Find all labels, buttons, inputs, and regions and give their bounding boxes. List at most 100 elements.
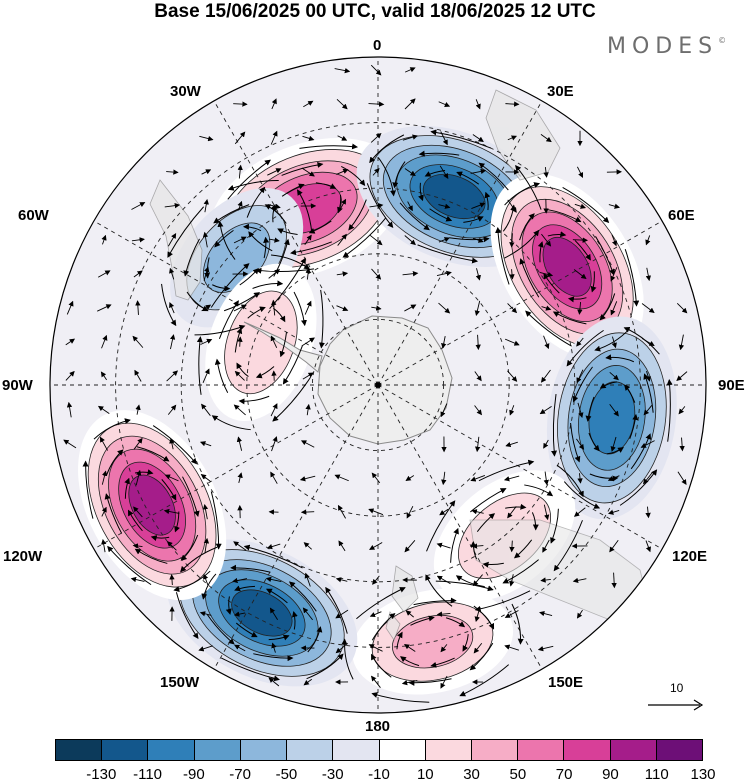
wind-arrow — [645, 370, 651, 382]
latitude-circle — [115, 122, 641, 648]
wind-arrow — [233, 236, 247, 244]
streamline — [531, 512, 539, 531]
streamline — [599, 381, 617, 389]
wind-arrow — [405, 610, 414, 618]
wind-arrow — [270, 335, 278, 348]
wind-arrow — [372, 167, 380, 176]
wind-arrow — [440, 675, 448, 689]
streamline — [396, 631, 403, 650]
streamline — [413, 597, 457, 606]
wind-arrow — [234, 370, 245, 381]
wind-arrow — [540, 577, 551, 583]
wind-arrow — [577, 473, 583, 484]
wind-arrow — [97, 405, 110, 415]
streamline — [104, 493, 123, 534]
wind-arrow — [539, 610, 553, 617]
streamline — [619, 469, 658, 506]
wind-arrow — [305, 403, 311, 416]
longitude-label-90e: 90E — [718, 377, 745, 394]
wind-arrow — [440, 131, 448, 146]
streamline — [556, 464, 584, 498]
wind-arrow — [236, 436, 243, 451]
wind-arrow — [471, 202, 486, 209]
streamline — [247, 306, 266, 319]
wind-arrow — [203, 198, 209, 213]
south-pole-marker — [375, 382, 381, 388]
wind-arrow — [507, 370, 518, 382]
streamline — [227, 159, 271, 200]
wind-arrow — [135, 300, 141, 315]
wind-arrow — [438, 101, 451, 107]
wind-arrow — [302, 135, 315, 141]
wind-arrow — [507, 303, 518, 314]
wind-arrow — [471, 509, 484, 515]
streamline — [265, 588, 288, 604]
wind-arrow — [509, 540, 515, 553]
streamline — [585, 396, 595, 422]
wind-arrow — [133, 437, 143, 450]
streamline — [291, 611, 298, 630]
modes-logo: MODES© — [607, 34, 726, 59]
streamline — [210, 263, 250, 308]
wind-arrow — [607, 509, 620, 515]
anomaly-contour — [422, 173, 486, 220]
wind-arrow — [470, 168, 487, 175]
south-america-landmass — [149, 179, 203, 301]
wind-arrow — [203, 266, 210, 281]
wind-arrow — [505, 441, 518, 448]
wind-arrow — [369, 203, 384, 209]
wind-arrow — [640, 440, 655, 448]
wind-arrow — [101, 334, 108, 349]
streamline — [341, 165, 366, 187]
wind-arrow — [268, 677, 280, 687]
wind-arrow — [299, 475, 316, 482]
streamline — [495, 226, 510, 285]
streamline — [161, 283, 177, 327]
wind-arrow — [474, 606, 481, 623]
antarctic-peninsula — [243, 321, 323, 373]
colorbar-tick-label: 110 — [644, 766, 669, 783]
streamline — [270, 254, 311, 270]
wind-arrow — [371, 268, 382, 280]
wind-arrow — [368, 508, 384, 516]
streamline — [392, 161, 406, 189]
streamline — [547, 231, 567, 238]
wind-arrow — [474, 405, 482, 416]
wind-arrow — [368, 644, 383, 652]
wind-arrow — [676, 302, 688, 314]
colorbar-swatch — [610, 740, 657, 760]
streamline — [212, 284, 231, 292]
copyright-mark: © — [718, 36, 727, 45]
wind-arrow — [270, 130, 278, 145]
wind-arrow — [166, 370, 179, 382]
streamline — [230, 564, 271, 573]
streamline — [223, 292, 261, 312]
wind-arrow — [371, 305, 382, 311]
streamline — [430, 129, 491, 149]
streamline — [418, 150, 460, 157]
wind-arrow — [234, 644, 246, 652]
longitude-label-60e: 60E — [668, 207, 695, 224]
land-masses — [149, 89, 651, 641]
streamline — [371, 653, 392, 678]
streamline — [551, 393, 558, 457]
wind-arrow — [543, 471, 549, 486]
wind-arrow — [401, 679, 418, 686]
colorbar-swatch — [56, 740, 103, 760]
streamline — [214, 358, 229, 393]
new-zealand-landmass — [385, 565, 419, 641]
wind-arrow — [232, 577, 248, 584]
wind-arrow — [169, 302, 175, 314]
wind-arrow — [679, 437, 685, 452]
meridian-line — [377, 220, 663, 386]
streamline — [182, 476, 200, 518]
streamline — [180, 546, 218, 573]
wind-arrow — [504, 610, 519, 618]
wind-arrow — [475, 268, 481, 281]
wind-arrow — [474, 371, 482, 382]
wind-arrow — [269, 607, 278, 620]
streamline — [248, 231, 273, 252]
wind-arrow — [543, 335, 550, 350]
wind-arrow — [402, 270, 419, 277]
streamline — [82, 460, 94, 519]
